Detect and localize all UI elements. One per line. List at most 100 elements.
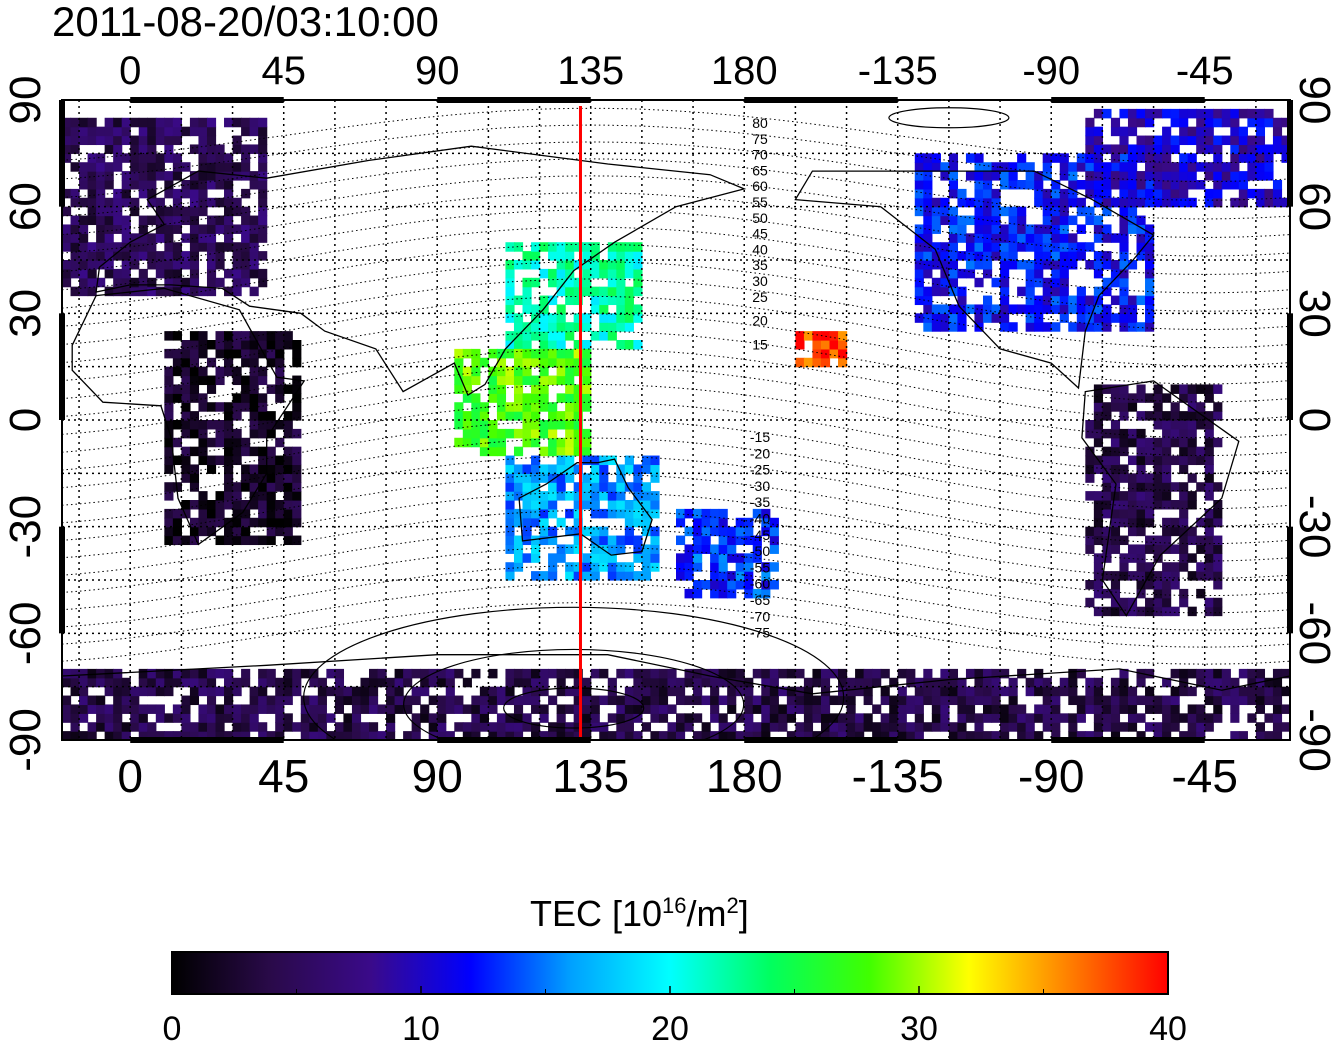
bottom-lon-label: -45 (1171, 750, 1237, 802)
contour-line (62, 158, 1290, 220)
colorbar-tick-label: 40 (1149, 1010, 1187, 1042)
contour-line (62, 141, 1290, 201)
right-lat-label: -30 (1290, 495, 1339, 559)
contour-label: 15 (752, 336, 768, 352)
contour-label: -60 (750, 576, 770, 592)
contour-label: -50 (750, 543, 770, 559)
contour-label: -25 (750, 462, 770, 478)
top-tick-bar (437, 97, 591, 103)
left-lat-label: 90 (1, 76, 50, 125)
top-lon-label: -45 (1176, 49, 1234, 93)
contour-label: 55 (752, 194, 768, 210)
contour-label: 25 (752, 289, 768, 305)
left-lat-label: -90 (1, 708, 50, 772)
bottom-tick-bar (1051, 737, 1205, 743)
contour-label: -30 (750, 478, 770, 494)
left-lat-label: -60 (1, 602, 50, 666)
right-tick-bar (1287, 313, 1293, 420)
south-pole-contour (303, 606, 845, 740)
bottom-lon-label: -90 (1018, 750, 1084, 802)
contour-label: 70 (752, 147, 768, 163)
coastline-australia (518, 458, 653, 556)
right-lat-label: -60 (1290, 602, 1339, 666)
contour-label: -20 (750, 445, 770, 461)
contour-line (62, 546, 1290, 614)
tec-region-north-america (914, 153, 1155, 332)
tec-region-southeast-asia (454, 348, 592, 457)
contour-line (62, 601, 1290, 665)
contour-label: 45 (752, 226, 768, 242)
top-tick-bar (130, 97, 284, 103)
contour-label: -35 (750, 494, 770, 510)
right-tick-bar (1287, 526, 1293, 634)
right-lat-label: 0 (1290, 408, 1339, 432)
bottom-lon-label: 0 (117, 750, 143, 802)
coastlines (62, 145, 1290, 695)
bottom-tick-bar (437, 737, 591, 743)
colorbar-tick-label: 30 (900, 1010, 938, 1042)
contour-line (62, 209, 1290, 275)
right-tick-bar (1287, 100, 1293, 207)
right-lat-label: -90 (1290, 708, 1339, 772)
contour-label: 75 (752, 131, 768, 147)
south-pole-contour (503, 687, 645, 729)
contour-line (62, 107, 1290, 164)
top-tick-bar (744, 97, 898, 103)
top-lon-label: 180 (711, 49, 778, 93)
coastline-africa (71, 287, 306, 546)
colorbar-tick-label: 20 (651, 1010, 689, 1042)
contour-label: 80 (752, 115, 768, 131)
coastline-eurasia (95, 145, 747, 397)
contour-label: -45 (750, 527, 770, 543)
top-lon-label: -135 (858, 49, 938, 93)
top-lon-label: 135 (557, 49, 624, 93)
bottom-lon-label: 90 (412, 750, 463, 802)
bottom-lon-label: -135 (852, 750, 944, 802)
right-lat-label: 30 (1290, 289, 1339, 338)
bottom-lon-label: 45 (258, 750, 309, 802)
colorbar (171, 951, 1169, 995)
right-lat-label: 60 (1290, 182, 1339, 231)
left-tick-bar (59, 100, 65, 207)
bottom-tick-bar (744, 737, 898, 743)
left-lat-label: 0 (1, 408, 50, 432)
coastline-north-america (794, 170, 1155, 390)
contour-label: 20 (752, 313, 768, 329)
bottom-lon-label: 180 (706, 750, 783, 802)
contour-line (62, 226, 1290, 294)
contour-label: -15 (750, 429, 770, 445)
top-lon-label: -90 (1022, 49, 1080, 93)
south-pole-contour (403, 648, 745, 740)
contour-label: 50 (752, 210, 768, 226)
contour-line (62, 243, 1290, 312)
right-lat-label: 90 (1290, 76, 1339, 125)
contour-label: 40 (752, 241, 768, 257)
contour-line (62, 175, 1290, 239)
tec-data-layer (62, 108, 1290, 740)
colorbar-title: TEC [1016/m2] (530, 893, 749, 934)
tec-region-greenland-arctic (1085, 108, 1290, 208)
frame-ticks (59, 97, 1293, 743)
tec-region-africa (164, 331, 302, 546)
left-lat-label: -30 (1, 495, 50, 559)
bottom-lon-label: 135 (552, 750, 629, 802)
left-tick-bar (59, 526, 65, 634)
contour-label: 30 (752, 273, 768, 289)
colorbar-tick-label: 0 (163, 1010, 182, 1042)
contour-label: 35 (752, 257, 768, 273)
contour-line (62, 583, 1290, 648)
north-pole-contour (888, 107, 1010, 129)
magnetic-latitude-contours (62, 107, 1290, 740)
left-lat-label: 60 (1, 182, 50, 231)
axis-labels: 0045459090135135180180-135-135-90-90-45-… (1, 49, 1339, 802)
contour-label: -40 (750, 511, 770, 527)
left-lat-label: 30 (1, 289, 50, 338)
left-tick-bar (59, 313, 65, 420)
colorbar-ticks: 0 10 20 30 40 (163, 986, 1187, 1042)
coastline-south-america (1081, 380, 1240, 617)
contour-line (62, 528, 1290, 597)
tec-region-australia (505, 455, 660, 581)
